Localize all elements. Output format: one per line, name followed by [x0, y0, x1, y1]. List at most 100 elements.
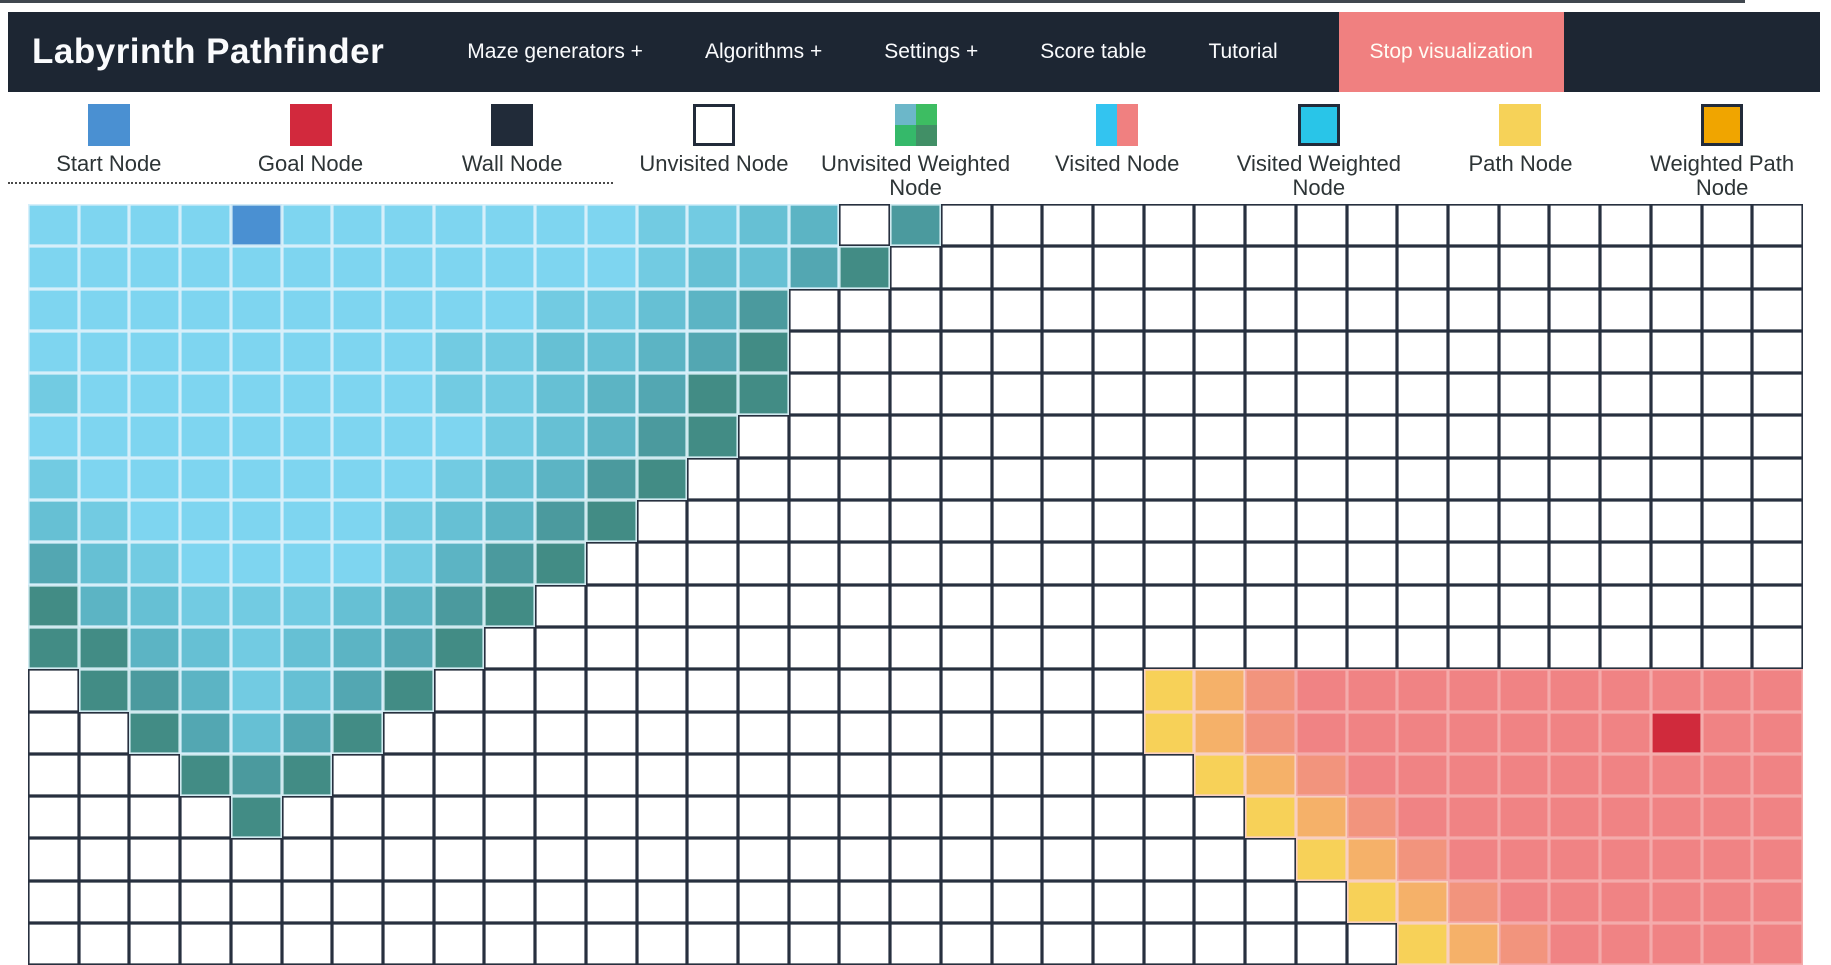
grid-cell[interactable] — [940, 457, 992, 501]
grid-cell[interactable] — [1448, 330, 1499, 374]
grid-cell[interactable] — [129, 711, 181, 754]
grid-cell[interactable] — [839, 500, 891, 543]
grid-cell[interactable] — [1346, 584, 1398, 627]
grid-cell[interactable] — [1600, 542, 1651, 585]
grid-cell[interactable] — [585, 204, 637, 247]
grid-cell[interactable] — [1600, 330, 1651, 374]
grid-cell[interactable] — [484, 669, 536, 712]
grid-cell[interactable] — [180, 880, 231, 924]
grid-cell[interactable] — [1143, 669, 1195, 712]
grid-cell[interactable] — [281, 204, 333, 247]
grid-cell[interactable] — [839, 669, 891, 712]
grid-cell[interactable] — [1448, 923, 1499, 965]
grid-cell[interactable] — [281, 711, 333, 754]
grid-cell[interactable] — [180, 626, 231, 670]
grid-cell[interactable] — [1194, 584, 1246, 627]
grid-cell[interactable] — [687, 711, 738, 754]
grid-cell[interactable] — [1295, 330, 1347, 374]
grid-cell[interactable] — [890, 330, 941, 374]
grid-cell[interactable] — [1701, 584, 1753, 627]
grid-cell[interactable] — [129, 204, 181, 247]
grid-cell[interactable] — [1600, 796, 1651, 839]
grid-cell[interactable] — [1752, 711, 1803, 754]
grid-cell[interactable] — [585, 711, 637, 754]
grid-cell[interactable] — [180, 669, 231, 712]
grid-cell[interactable] — [991, 669, 1043, 712]
grid-cell[interactable] — [1346, 923, 1398, 965]
grid-cell[interactable] — [433, 753, 485, 797]
grid-cell[interactable] — [636, 923, 688, 965]
grid-cell[interactable] — [1701, 542, 1753, 585]
grid-cell[interactable] — [484, 288, 536, 331]
grid-cell[interactable] — [1448, 838, 1499, 881]
grid-cell[interactable] — [991, 711, 1043, 754]
grid-cell[interactable] — [1448, 626, 1499, 670]
grid-cell[interactable] — [535, 288, 586, 331]
grid-cell[interactable] — [180, 796, 231, 839]
grid-cell[interactable] — [1093, 288, 1144, 331]
grid-cell[interactable] — [1042, 880, 1093, 924]
grid-cell[interactable] — [788, 500, 840, 543]
grid-cell[interactable] — [1752, 415, 1803, 458]
grid-cell[interactable] — [1042, 753, 1093, 797]
grid-cell[interactable] — [484, 626, 536, 670]
grid-cell[interactable] — [1397, 626, 1448, 670]
grid-cell[interactable] — [1093, 584, 1144, 627]
grid-cell[interactable] — [1650, 204, 1702, 247]
grid-cell[interactable] — [585, 415, 637, 458]
grid-cell[interactable] — [636, 838, 688, 881]
grid-cell[interactable] — [839, 584, 891, 627]
grid-cell[interactable] — [1600, 457, 1651, 501]
grid-cell[interactable] — [78, 669, 130, 712]
grid-cell[interactable] — [738, 246, 789, 289]
grid-cell[interactable] — [1397, 330, 1448, 374]
grid-cell[interactable] — [230, 923, 282, 965]
grid-cell[interactable] — [940, 753, 992, 797]
grid-cell[interactable] — [738, 204, 789, 247]
start-node-cell[interactable] — [230, 204, 282, 247]
grid-cell[interactable] — [1549, 838, 1601, 881]
grid-cell[interactable] — [890, 542, 941, 585]
grid-cell[interactable] — [433, 330, 485, 374]
legend-item-unvisited-weighted-node[interactable]: Unvisited Weighted Node — [814, 100, 1017, 208]
grid-cell[interactable] — [1448, 669, 1499, 712]
grid-cell[interactable] — [1600, 880, 1651, 924]
grid-cell[interactable] — [940, 838, 992, 881]
grid-cell[interactable] — [1448, 373, 1499, 416]
grid-cell[interactable] — [28, 711, 79, 754]
grid-cell[interactable] — [1498, 626, 1550, 670]
grid-cell[interactable] — [585, 373, 637, 416]
grid-cell[interactable] — [129, 500, 181, 543]
grid-cell[interactable] — [1752, 838, 1803, 881]
grid-cell[interactable] — [738, 457, 789, 501]
grid-cell[interactable] — [1143, 796, 1195, 839]
grid-cell[interactable] — [940, 500, 992, 543]
grid-cell[interactable] — [687, 246, 738, 289]
grid-cell[interactable] — [484, 500, 536, 543]
grid-cell[interactable] — [1143, 880, 1195, 924]
grid-cell[interactable] — [1600, 415, 1651, 458]
grid-cell[interactable] — [991, 584, 1043, 627]
grid-cell[interactable] — [1752, 584, 1803, 627]
grid-cell[interactable] — [1397, 542, 1448, 585]
grid-cell[interactable] — [636, 626, 688, 670]
grid-cell[interactable] — [1397, 838, 1448, 881]
grid-cell[interactable] — [585, 669, 637, 712]
grid-cell[interactable] — [28, 415, 79, 458]
grid-cell[interactable] — [484, 880, 536, 924]
grid-cell[interactable] — [1093, 542, 1144, 585]
grid-cell[interactable] — [281, 500, 333, 543]
grid-cell[interactable] — [839, 880, 891, 924]
grid-cell[interactable] — [1397, 204, 1448, 247]
grid-cell[interactable] — [1397, 584, 1448, 627]
grid-cell[interactable] — [636, 500, 688, 543]
grid-cell[interactable] — [890, 838, 941, 881]
grid-cell[interactable] — [332, 753, 383, 797]
grid-cell[interactable] — [788, 542, 840, 585]
grid-cell[interactable] — [738, 753, 789, 797]
grid-cell[interactable] — [1752, 500, 1803, 543]
grid-cell[interactable] — [1194, 880, 1246, 924]
grid-cell[interactable] — [788, 880, 840, 924]
grid-cell[interactable] — [940, 584, 992, 627]
grid-cell[interactable] — [1701, 753, 1753, 797]
